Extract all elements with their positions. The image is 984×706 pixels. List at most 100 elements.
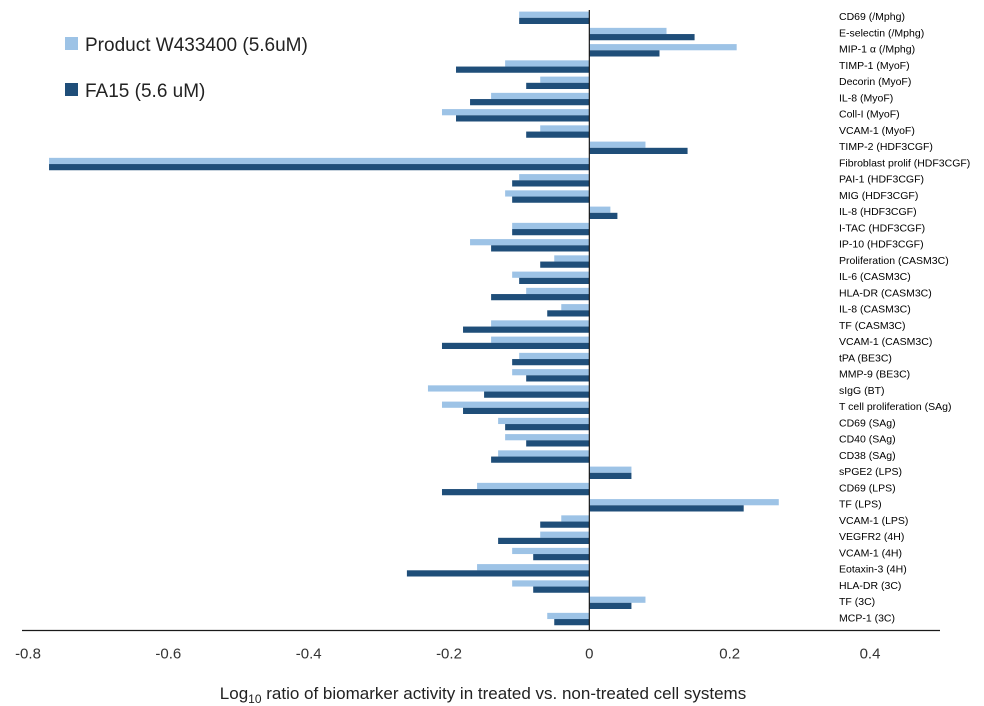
category-label: E-selectin (/Mphg): [839, 27, 924, 39]
bar-product-36: [589, 596, 646, 603]
category-label: MMP-9 (BE3C): [839, 369, 910, 381]
category-label: VCAM-1 (MyoF): [839, 125, 915, 137]
category-label: IL-8 (CASM3C): [839, 304, 911, 316]
bar-product-20: [491, 336, 590, 343]
bar-fa15-0: [519, 17, 590, 24]
bar-product-32: [540, 531, 590, 538]
category-label: IL-8 (HDF3CGF): [839, 206, 917, 218]
bar-product-23: [427, 385, 590, 392]
bar-fa15-15: [540, 261, 590, 268]
x-tick-label: 0.4: [860, 646, 881, 663]
bar-fa15-10: [512, 180, 590, 187]
bar-fa15-28: [589, 472, 632, 479]
category-label: TF (LPS): [839, 499, 882, 511]
category-label: sPGE2 (LPS): [839, 466, 902, 478]
bar-fa15-24: [463, 407, 590, 414]
bar-product-33: [512, 547, 590, 555]
bar-product-0: [519, 11, 590, 18]
legend: Product W433400 (5.6uM) FA15 (5.6 uM): [65, 35, 308, 102]
bar-product-4: [540, 76, 590, 83]
x-tick-label: -0.6: [155, 646, 181, 663]
category-label: VCAM-1 (4H): [839, 547, 902, 559]
legend-label-product: Product W433400 (5.6uM): [85, 35, 308, 56]
bar-fa15-17: [491, 294, 590, 301]
x-axis-title-prefix: Log: [220, 684, 248, 703]
bar-fa15-33: [533, 554, 590, 561]
bar-product-19: [491, 320, 590, 327]
bar-fa15-16: [519, 277, 590, 284]
category-label: CD40 (SAg): [839, 434, 896, 446]
bar-product-8: [589, 141, 646, 148]
category-label: TF (CASM3C): [839, 320, 906, 332]
bar-product-14: [470, 239, 590, 246]
bar-fa15-1: [589, 34, 695, 41]
bar-fa15-27: [491, 456, 590, 463]
x-tick-labels: -0.8 -0.6 -0.4 -0.2 0 0.2 0.4: [15, 646, 880, 663]
bar-product-16: [512, 271, 590, 278]
legend-swatch-product: [65, 37, 78, 50]
bar-product-7: [540, 125, 590, 132]
bar-product-30: [589, 499, 779, 506]
bar-product-22: [512, 369, 590, 376]
bar-fa15-7: [526, 131, 590, 138]
bar-product-37: [547, 612, 590, 620]
bar-product-18: [561, 304, 590, 311]
category-label: sIgG (BT): [839, 385, 885, 397]
category-label: IL-8 (MyoF): [839, 92, 893, 104]
x-axis-title-subscript: 10: [248, 692, 262, 706]
legend-swatch-fa15: [65, 83, 78, 96]
bar-fa15-20: [441, 342, 590, 349]
bar-product-27: [498, 450, 590, 457]
bar-product-5: [491, 92, 590, 100]
category-label: VCAM-1 (CASM3C): [839, 336, 932, 348]
category-label: MIG (HDF3CGF): [839, 190, 918, 202]
bar-product-11: [505, 190, 590, 197]
bar-product-34: [477, 564, 590, 571]
bar-product-12: [589, 206, 611, 213]
bar-fa15-14: [491, 245, 590, 252]
category-label: TIMP-2 (HDF3CGF): [839, 141, 933, 153]
bar-fa15-13: [512, 229, 590, 236]
bar-product-1: [589, 27, 667, 35]
bar-product-25: [498, 417, 590, 425]
bar-product-6: [441, 109, 590, 116]
bar-product-28: [589, 466, 632, 473]
x-tick-label: -0.4: [296, 646, 322, 663]
bar-fa15-25: [505, 424, 590, 431]
category-label: MIP-1 α (/Mphg): [839, 44, 915, 56]
legend-label-fa15: FA15 (5.6 uM): [85, 81, 205, 102]
bar-fa15-30: [589, 505, 744, 512]
category-label: VEGFR2 (4H): [839, 531, 904, 543]
bar-product-10: [519, 174, 590, 181]
category-label: CD69 (LPS): [839, 482, 896, 494]
bar-fa15-18: [547, 310, 590, 317]
category-label: HLA-DR (3C): [839, 580, 901, 592]
x-axis-title-rest: ratio of biomarker activity in treated v…: [262, 684, 747, 703]
bar-fa15-4: [526, 82, 590, 89]
bar-fa15-36: [589, 602, 632, 609]
category-label: TF (3C): [839, 596, 875, 608]
bar-product-24: [441, 401, 590, 408]
bar-fa15-35: [533, 586, 590, 593]
category-label: MCP-1 (3C): [839, 612, 895, 624]
bar-fa15-29: [441, 489, 590, 496]
bar-fa15-8: [589, 147, 688, 154]
x-tick-label: 0.2: [719, 646, 740, 663]
bar-fa15-9: [49, 164, 590, 171]
category-label: VCAM-1 (LPS): [839, 515, 908, 527]
bar-fa15-12: [589, 212, 618, 219]
bar-product-9: [49, 157, 590, 165]
bar-fa15-31: [540, 521, 590, 528]
category-label: HLA-DR (CASM3C): [839, 287, 932, 299]
bars-group: [49, 11, 779, 626]
bar-product-21: [519, 352, 590, 360]
category-labels: CD69 (/Mphg) E-selectin (/Mphg) MIP-1 α (/…: [839, 11, 970, 624]
category-label: IL-6 (CASM3C): [839, 271, 911, 283]
category-label: IP-10 (HDF3CGF): [839, 239, 924, 251]
bar-product-35: [512, 580, 590, 587]
category-label: I-TAC (HDF3CGF): [839, 222, 925, 234]
bar-fa15-19: [463, 326, 590, 333]
category-label: Decorin (MyoF): [839, 76, 911, 88]
bar-fa15-32: [498, 537, 590, 544]
